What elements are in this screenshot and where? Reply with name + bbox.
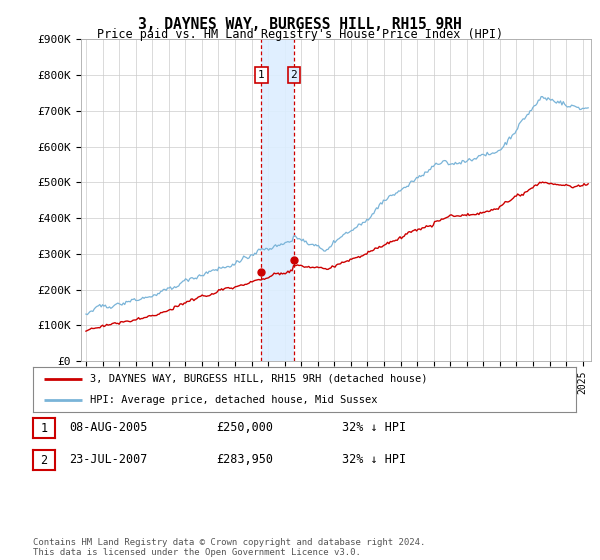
Text: 3, DAYNES WAY, BURGESS HILL, RH15 9RH (detached house): 3, DAYNES WAY, BURGESS HILL, RH15 9RH (d… xyxy=(90,374,428,384)
Text: 2: 2 xyxy=(290,70,297,80)
Text: Price paid vs. HM Land Registry's House Price Index (HPI): Price paid vs. HM Land Registry's House … xyxy=(97,28,503,41)
Text: 1: 1 xyxy=(41,422,47,435)
Text: 32% ↓ HPI: 32% ↓ HPI xyxy=(342,452,406,466)
Text: 32% ↓ HPI: 32% ↓ HPI xyxy=(342,421,406,434)
Text: 2: 2 xyxy=(41,454,47,466)
Text: 08-AUG-2005: 08-AUG-2005 xyxy=(69,421,148,434)
Text: 3, DAYNES WAY, BURGESS HILL, RH15 9RH: 3, DAYNES WAY, BURGESS HILL, RH15 9RH xyxy=(138,17,462,32)
Text: Contains HM Land Registry data © Crown copyright and database right 2024.
This d: Contains HM Land Registry data © Crown c… xyxy=(33,538,425,557)
Text: £250,000: £250,000 xyxy=(216,421,273,434)
Text: 23-JUL-2007: 23-JUL-2007 xyxy=(69,452,148,466)
Bar xyxy=(262,39,294,361)
Text: HPI: Average price, detached house, Mid Sussex: HPI: Average price, detached house, Mid … xyxy=(90,394,377,404)
Text: £283,950: £283,950 xyxy=(216,452,273,466)
Text: 1: 1 xyxy=(258,70,265,80)
